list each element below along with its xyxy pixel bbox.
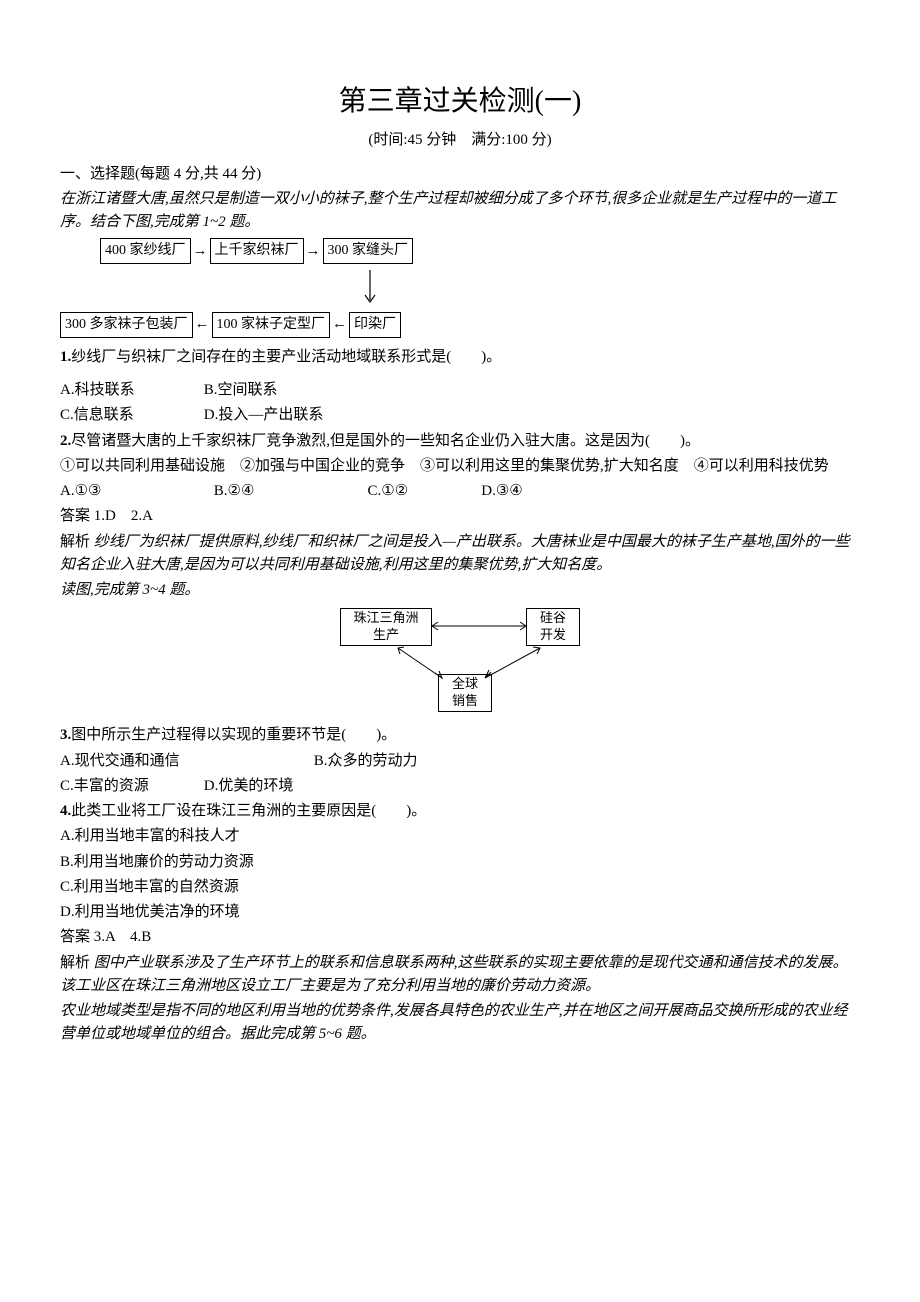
flow-box-6: 印染厂 bbox=[349, 312, 401, 338]
q1-opt-d: D.投入—产出联系 bbox=[204, 404, 324, 427]
q3-number: 3. bbox=[60, 727, 71, 743]
d2-sv-line1: 硅谷 bbox=[533, 610, 573, 627]
flow-box-1: 400 家纱线厂 bbox=[100, 238, 191, 264]
q3-stem: 图中所示生产过程得以实现的重要环节是( )。 bbox=[71, 727, 396, 743]
explain-12: 解析 纱线厂为织袜厂提供原料,纱线厂和织袜厂之间是投入—产出联系。大唐袜业是中国… bbox=[60, 531, 860, 578]
answer-label: 答案 bbox=[60, 929, 90, 945]
arrow-left-icon: ← bbox=[330, 313, 349, 336]
q2-opt-d: D.③④ bbox=[481, 480, 522, 503]
q3-opt-d: D.优美的环境 bbox=[204, 775, 294, 798]
explain-label: 解析 bbox=[60, 534, 90, 550]
answer-34-text: 3.A 4.B bbox=[90, 929, 151, 945]
d2-prd-line1: 珠江三角洲 bbox=[347, 610, 425, 627]
q2-opt-b: B.②④ bbox=[214, 480, 364, 503]
explain-12-text: 纱线厂为织袜厂提供原料,纱线厂和织袜厂之间是投入—产出联系。大唐袜业是中国最大的… bbox=[60, 534, 850, 573]
q4-opt-b: B.利用当地廉价的劳动力资源 bbox=[60, 851, 860, 874]
intro-text-1: 在浙江诸暨大唐,虽然只是制造一双小小的袜子,整个生产过程却被细分成了多个环节,很… bbox=[60, 188, 860, 235]
answer-12-text: 1.D 2.A bbox=[90, 508, 153, 524]
q4-stem: 此类工业将工厂设在珠江三角洲的主要原因是( )。 bbox=[71, 803, 426, 819]
flow-box-4: 300 多家袜子包装厂 bbox=[60, 312, 193, 338]
flow-down-arrow bbox=[360, 268, 860, 308]
flow-box-3: 300 家缝头厂 bbox=[323, 238, 414, 264]
q4-number: 4. bbox=[60, 803, 71, 819]
q2-stem: 尽管诸暨大唐的上千家织袜厂竞争激烈,但是国外的一些知名企业仍入驻大唐。这是因为(… bbox=[71, 433, 700, 449]
q2-number: 2. bbox=[60, 433, 71, 449]
intro-text-2: 读图,完成第 3~4 题。 bbox=[60, 579, 860, 602]
diagram-2: 珠江三角洲 生产 硅谷 开发 全球 销售 bbox=[320, 608, 600, 718]
answer-label: 答案 bbox=[60, 508, 90, 524]
q2-choices-line: ①可以共同利用基础设施 ②加强与中国企业的竞争 ③可以利用这里的集聚优势,扩大知… bbox=[60, 455, 860, 478]
q3-opt-c: C.丰富的资源 bbox=[60, 775, 200, 798]
d2-node-global: 全球 销售 bbox=[438, 674, 492, 712]
arrow-left-icon: ← bbox=[193, 313, 212, 336]
section-heading: 一、选择题(每题 4 分,共 44 分) bbox=[60, 163, 860, 186]
q3-options-row1: A.现代交通和通信 B.众多的劳动力 bbox=[60, 750, 860, 773]
answer-34: 答案 3.A 4.B bbox=[60, 926, 860, 949]
explain-34: 解析 图中产业联系涉及了生产环节上的联系和信息联系两种,这些联系的实现主要依靠的… bbox=[60, 952, 860, 999]
q4-opt-c: C.利用当地丰富的自然资源 bbox=[60, 876, 860, 899]
q1-options-row1: A.科技联系 B.空间联系 bbox=[60, 379, 860, 402]
d2-sv-line2: 开发 bbox=[533, 627, 573, 644]
d2-global-line1: 全球 bbox=[445, 676, 485, 693]
arrow-right-icon: → bbox=[191, 240, 210, 263]
d2-global-line2: 销售 bbox=[445, 693, 485, 710]
q2-opt-c: C.①② bbox=[368, 480, 478, 503]
q1-opt-a: A.科技联系 bbox=[60, 379, 200, 402]
question-3: 3.图中所示生产过程得以实现的重要环节是( )。 bbox=[60, 724, 860, 747]
q1-stem: 纱线厂与织袜厂之间存在的主要产业活动地域联系形式是( )。 bbox=[71, 349, 501, 365]
q1-opt-c: C.信息联系 bbox=[60, 404, 200, 427]
q2-options: A.①③ B.②④ C.①② D.③④ bbox=[60, 480, 860, 503]
flow-box-5: 100 家袜子定型厂 bbox=[212, 312, 331, 338]
q3-opt-a: A.现代交通和通信 bbox=[60, 750, 310, 773]
d2-node-prd: 珠江三角洲 生产 bbox=[340, 608, 432, 646]
flow-row-2: 300 多家袜子包装厂←100 家袜子定型厂←印染厂 bbox=[60, 312, 860, 338]
d2-node-sv: 硅谷 开发 bbox=[526, 608, 580, 646]
q3-options-row2: C.丰富的资源 D.优美的环境 bbox=[60, 775, 860, 798]
arrow-right-icon: → bbox=[304, 240, 323, 263]
page-subtitle: (时间:45 分钟 满分:100 分) bbox=[60, 129, 860, 152]
q4-opt-a: A.利用当地丰富的科技人才 bbox=[60, 825, 860, 848]
answer-12: 答案 1.D 2.A bbox=[60, 505, 860, 528]
d2-prd-line2: 生产 bbox=[347, 627, 425, 644]
q4-opt-d: D.利用当地优美洁净的环境 bbox=[60, 901, 860, 924]
q1-options-row2: C.信息联系 D.投入—产出联系 bbox=[60, 404, 860, 427]
q2-opt-a: A.①③ bbox=[60, 480, 210, 503]
q1-opt-b: B.空间联系 bbox=[204, 379, 278, 402]
q1-number: 1. bbox=[60, 349, 71, 365]
flow-box-2: 上千家织袜厂 bbox=[210, 238, 304, 264]
explain-label: 解析 bbox=[60, 955, 90, 971]
q3-opt-b: B.众多的劳动力 bbox=[314, 750, 418, 773]
question-1: 1.纱线厂与织袜厂之间存在的主要产业活动地域联系形式是( )。 bbox=[60, 346, 860, 369]
question-2: 2.尽管诸暨大唐的上千家织袜厂竞争激烈,但是国外的一些知名企业仍入驻大唐。这是因… bbox=[60, 430, 860, 453]
question-4: 4.此类工业将工厂设在珠江三角洲的主要原因是( )。 bbox=[60, 800, 860, 823]
flow-row-1: 400 家纱线厂→上千家织袜厂→300 家缝头厂 bbox=[100, 238, 860, 264]
page-title: 第三章过关检测(一) bbox=[60, 80, 860, 123]
intro-text-3: 农业地域类型是指不同的地区利用当地的优势条件,发展各具特色的农业生产,并在地区之… bbox=[60, 1000, 860, 1047]
explain-34-text: 图中产业联系涉及了生产环节上的联系和信息联系两种,这些联系的实现主要依靠的是现代… bbox=[60, 955, 848, 994]
